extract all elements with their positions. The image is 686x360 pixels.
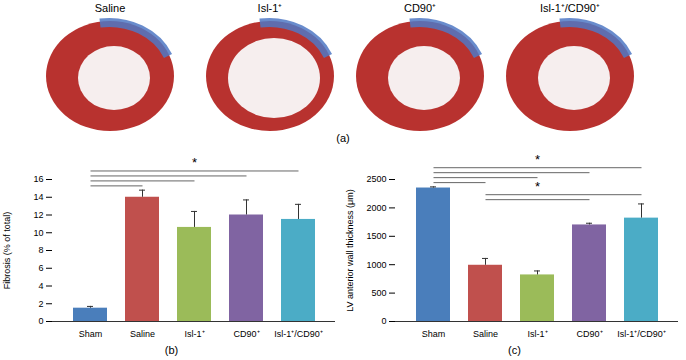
svg-text:LV anterior wall thickness (μm: LV anterior wall thickness (μm) bbox=[345, 189, 355, 312]
svg-text:10: 10 bbox=[33, 228, 43, 238]
svg-text:12: 12 bbox=[33, 210, 43, 220]
svg-text:500: 500 bbox=[371, 288, 386, 298]
svg-text:2500: 2500 bbox=[366, 174, 386, 184]
svg-text:4: 4 bbox=[38, 281, 43, 291]
svg-text:Sham: Sham bbox=[79, 329, 103, 339]
svg-text:Saline: Saline bbox=[473, 329, 498, 339]
svg-text:0: 0 bbox=[381, 316, 386, 326]
svg-text:1000: 1000 bbox=[366, 260, 386, 270]
svg-text:Isl-1⁺: Isl-1⁺ bbox=[258, 2, 283, 14]
svg-text:Fibrosis (% of total): Fibrosis (% of total) bbox=[2, 212, 12, 290]
svg-text:*: * bbox=[535, 179, 540, 194]
svg-text:Saline: Saline bbox=[95, 2, 126, 14]
svg-text:Isl-1⁺/CD90⁺: Isl-1⁺/CD90⁺ bbox=[274, 329, 323, 339]
svg-text:Isl-1⁺/CD90⁺: Isl-1⁺/CD90⁺ bbox=[617, 329, 666, 339]
svg-text:1500: 1500 bbox=[366, 231, 386, 241]
svg-text:16: 16 bbox=[33, 174, 43, 184]
html-text:(c): (c) bbox=[508, 344, 521, 356]
svg-text:0: 0 bbox=[38, 316, 43, 326]
svg-text:*: * bbox=[535, 152, 540, 167]
svg-text:Isl-1⁺/CD90⁺: Isl-1⁺/CD90⁺ bbox=[540, 2, 600, 14]
svg-text:14: 14 bbox=[33, 192, 43, 202]
svg-text:CD90⁺: CD90⁺ bbox=[576, 329, 602, 339]
svg-text:Saline: Saline bbox=[130, 329, 155, 339]
svg-text:Sham: Sham bbox=[422, 329, 446, 339]
svg-text:Isl-1⁺: Isl-1⁺ bbox=[184, 329, 204, 339]
html-text:(b): (b) bbox=[164, 344, 179, 356]
svg-text:8: 8 bbox=[38, 245, 43, 255]
svg-text:(a): (a) bbox=[336, 132, 349, 144]
svg-text:CD90⁺: CD90⁺ bbox=[404, 2, 436, 14]
svg-text:6: 6 bbox=[38, 263, 43, 273]
svg-text:Isl-1⁺: Isl-1⁺ bbox=[527, 329, 547, 339]
svg-text:*: * bbox=[192, 155, 197, 170]
svg-text:CD90⁺: CD90⁺ bbox=[233, 329, 259, 339]
svg-text:2000: 2000 bbox=[366, 203, 386, 213]
svg-text:2: 2 bbox=[38, 299, 43, 309]
